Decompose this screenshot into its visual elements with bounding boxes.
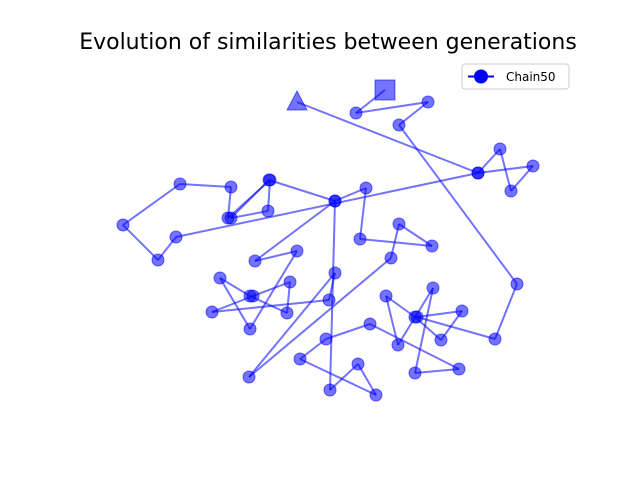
series-segment bbox=[499, 148, 512, 192]
series-segment bbox=[359, 238, 433, 247]
data-point bbox=[323, 383, 337, 397]
data-point bbox=[169, 230, 183, 244]
series-segment bbox=[296, 101, 479, 174]
data-point bbox=[328, 266, 342, 280]
data-point bbox=[421, 95, 435, 109]
data-point bbox=[455, 304, 469, 318]
series-segment bbox=[252, 281, 291, 297]
end-marker bbox=[374, 79, 396, 101]
data-point bbox=[242, 370, 256, 384]
series-segment bbox=[230, 179, 270, 219]
series-layer bbox=[116, 79, 540, 402]
data-point bbox=[488, 332, 502, 346]
series-segment bbox=[369, 323, 460, 370]
data-point bbox=[452, 362, 466, 376]
series-segment bbox=[299, 358, 377, 396]
legend: Chain50 bbox=[461, 63, 570, 90]
series-segment bbox=[175, 172, 479, 238]
series-segment bbox=[248, 272, 336, 378]
data-point bbox=[369, 388, 383, 402]
data-point bbox=[351, 357, 365, 371]
series-segment bbox=[359, 187, 367, 240]
data-point bbox=[392, 118, 406, 132]
data-point bbox=[410, 310, 424, 324]
series-segment bbox=[398, 223, 433, 247]
data-point bbox=[262, 173, 276, 187]
series-segment bbox=[122, 224, 159, 261]
data-point bbox=[471, 166, 485, 180]
data-point bbox=[391, 338, 405, 352]
series-segment bbox=[355, 101, 429, 114]
series-segment bbox=[385, 295, 399, 346]
series-segment bbox=[179, 183, 232, 188]
data-point bbox=[248, 254, 262, 268]
data-point bbox=[363, 317, 377, 331]
series-segment bbox=[254, 250, 298, 262]
series-segment bbox=[211, 299, 330, 313]
data-point bbox=[173, 177, 187, 191]
data-point bbox=[224, 180, 238, 194]
data-point bbox=[290, 244, 304, 258]
data-point bbox=[213, 271, 227, 285]
data-point bbox=[246, 289, 260, 303]
data-point bbox=[434, 333, 448, 347]
data-point bbox=[261, 204, 275, 218]
series-segment bbox=[414, 287, 434, 374]
data-point bbox=[151, 253, 165, 267]
data-point bbox=[510, 277, 524, 291]
data-point bbox=[283, 275, 297, 289]
legend-marker-chain50 bbox=[474, 69, 488, 84]
series-segment bbox=[268, 179, 336, 202]
legend-label-chain50: Chain50 bbox=[506, 70, 556, 84]
data-point bbox=[493, 142, 507, 156]
series-segment bbox=[414, 368, 460, 374]
data-point bbox=[280, 306, 294, 320]
data-point bbox=[384, 251, 398, 265]
data-point bbox=[293, 352, 307, 366]
series-segment bbox=[325, 323, 371, 340]
data-point bbox=[353, 232, 367, 246]
data-point bbox=[425, 239, 439, 253]
data-point bbox=[116, 218, 130, 232]
series-segment bbox=[122, 183, 181, 226]
data-point bbox=[379, 289, 393, 303]
start-marker bbox=[286, 89, 308, 111]
data-point bbox=[349, 106, 363, 120]
series-segment bbox=[398, 124, 518, 285]
data-point bbox=[319, 332, 333, 346]
series-segment bbox=[416, 310, 463, 318]
data-point bbox=[504, 184, 518, 198]
data-point bbox=[392, 217, 406, 231]
data-point bbox=[322, 293, 336, 307]
legend-frame bbox=[461, 63, 570, 90]
chart-title: Evolution of similarities between genera… bbox=[79, 30, 577, 55]
data-point bbox=[426, 281, 440, 295]
data-point bbox=[224, 211, 238, 225]
series-segment bbox=[249, 250, 298, 330]
series-segment bbox=[416, 316, 496, 340]
data-point bbox=[526, 159, 540, 173]
data-point bbox=[205, 305, 219, 319]
data-point bbox=[359, 181, 373, 195]
series-segment bbox=[254, 200, 336, 262]
series-segment bbox=[494, 283, 518, 340]
data-point bbox=[243, 322, 257, 336]
data-point bbox=[408, 366, 422, 380]
data-point bbox=[328, 194, 342, 208]
series-segment bbox=[248, 257, 392, 378]
